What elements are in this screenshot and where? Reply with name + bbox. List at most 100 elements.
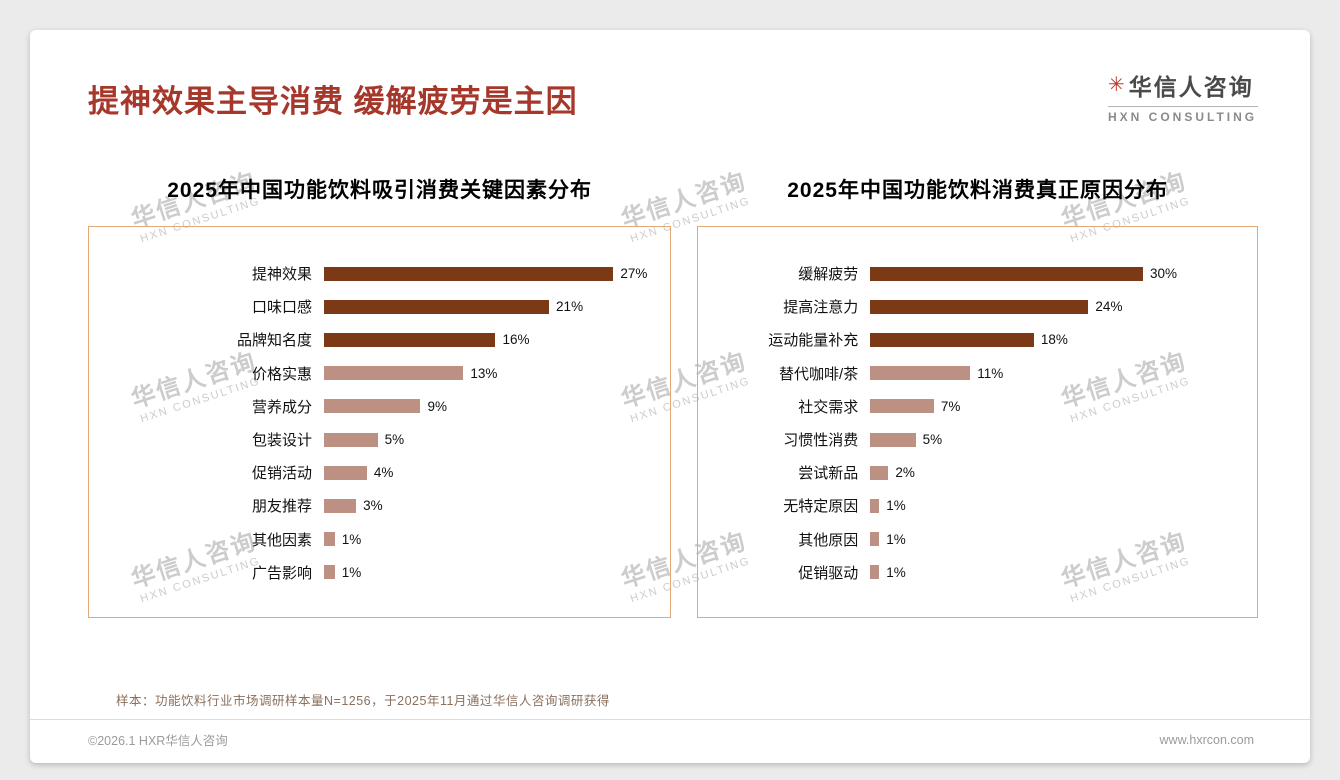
bar-row: 提高注意力 24%: [698, 290, 1243, 323]
bar: [870, 532, 880, 547]
bar-value-label: 11%: [977, 365, 1004, 381]
bar-category-label: 提高注意力: [783, 299, 859, 317]
chart-panel-right: 缓解疲劳 30% 提高注意力 24% 运动能量补充 18% 替代咖啡/茶 11% 社交需求 7% 习…: [697, 226, 1258, 618]
chart-title-right: 2025年中国功能饮料消费真正原因分布: [787, 179, 1168, 202]
bar-track: 1%: [870, 498, 1243, 514]
bar-category-label: 其他原因: [798, 531, 859, 549]
bar-row: 习惯性消费 5%: [698, 423, 1243, 456]
sample-footnote: 样本：功能饮料行业市场调研样本量N=1256，于2025年11月通过华信人咨询调…: [116, 694, 610, 708]
bar: [324, 432, 378, 447]
bar-track: 24%: [870, 299, 1243, 315]
bar-value-label: 2%: [895, 465, 915, 481]
logo-name: 华信人咨询: [1128, 74, 1254, 100]
bar-value-label: 18%: [1040, 332, 1068, 348]
bar-row: 营养成分 9%: [89, 390, 656, 423]
bar-track: 18%: [870, 332, 1243, 348]
bar-category-label: 替代咖啡/茶: [779, 365, 859, 383]
bar: [324, 266, 614, 281]
bar: [324, 532, 335, 547]
bar-category-label: 运动能量补充: [768, 332, 859, 350]
bar-value-label: 1%: [886, 564, 906, 580]
logo-subtitle: HXN CONSULTING: [1108, 110, 1258, 124]
bar: [324, 399, 421, 414]
bar-category-label: 包装设计: [251, 432, 312, 450]
bar-track: 1%: [870, 531, 1243, 547]
page-title: 提神效果主导消费 缓解疲劳是主因: [88, 84, 578, 119]
bar-value-label: 9%: [427, 398, 447, 414]
bar-track: 16%: [324, 332, 656, 347]
bar-category-label: 朋友推荐: [251, 498, 312, 516]
bar-track: 13%: [324, 365, 656, 381]
logo-asterisk-icon: ✳: [1108, 74, 1125, 96]
bar-track: 1%: [870, 564, 1243, 580]
bar-row: 其他因素 1%: [89, 523, 656, 556]
logo-divider: [1108, 106, 1258, 107]
bar-category-label: 品牌知名度: [236, 332, 312, 350]
bar-category-label: 促销驱动: [798, 564, 859, 582]
bar-value-label: 1%: [886, 531, 906, 547]
slide-content: 提神效果主导消费 缓解疲劳是主因 ✳ 华信人咨询 HXN CONSULTING …: [30, 30, 1310, 763]
slide-bottom: 样本：功能饮料行业市场调研样本量N=1256，于2025年11月通过华信人咨询调…: [30, 690, 1310, 763]
bar-row: 朋友推荐 3%: [89, 489, 656, 522]
bar-track: 1%: [324, 532, 656, 547]
footer-divider: [30, 719, 1310, 720]
bar-track: 1%: [324, 564, 656, 580]
bar-track: 7%: [870, 399, 1243, 414]
bar-category-label: 社交需求: [798, 398, 859, 416]
bar-track: 9%: [324, 398, 656, 414]
bar-track: 3%: [324, 498, 656, 513]
bar-value-label: 4%: [373, 465, 394, 481]
bar: [324, 565, 335, 580]
bar-row: 品牌知名度 16%: [89, 323, 656, 356]
bar: [870, 266, 1143, 281]
bar: [324, 498, 357, 513]
bar: [870, 366, 971, 381]
slide-card: 华信人咨询 HXN CONSULTING 华信人咨询 HXN CONSULTING 华信…: [30, 30, 1310, 763]
bar-value-label: 24%: [1095, 299, 1123, 315]
bar: [870, 565, 880, 580]
bar: [324, 299, 550, 314]
bar-category-label: 口味口感: [251, 299, 312, 317]
bar-value-label: 21%: [556, 299, 584, 315]
bar-category-label: 广告影响: [251, 564, 312, 582]
bar-value-label: 27%: [620, 266, 648, 282]
bar-category-label: 无特定原因: [783, 498, 859, 516]
bar: [870, 498, 880, 513]
bar: [870, 332, 1034, 347]
bar: [870, 399, 934, 414]
charts-row: 2025年中国功能饮料吸引消费关键因素分布 提神效果 27% 口味口感 21% 品牌知名…: [88, 174, 1258, 618]
bar-track: 21%: [324, 299, 656, 315]
bar-row: 替代咖啡/茶 11%: [698, 357, 1243, 390]
bar: [324, 366, 464, 381]
bar-row: 提神效果 27%: [89, 257, 656, 290]
company-logo: ✳ 华信人咨询 HXN CONSULTING: [1108, 68, 1258, 124]
footer-row: ©2026.1 HXR华信人咨询 www.hxrcon.com: [30, 720, 1310, 763]
bar-row: 运动能量补充 18%: [698, 323, 1243, 356]
bar-track: 4%: [324, 465, 656, 481]
bar-category-label: 提神效果: [251, 266, 312, 284]
bar: [870, 465, 889, 480]
bar-row: 促销活动 4%: [89, 456, 656, 489]
bar-row: 价格实惠 13%: [89, 357, 656, 390]
bar-row: 口味口感 21%: [89, 290, 656, 323]
bar-track: 2%: [870, 465, 1243, 481]
website-url: www.hxrcon.com: [1159, 732, 1254, 747]
bar-category-label: 价格实惠: [251, 365, 312, 383]
bar-value-label: 1%: [886, 498, 906, 514]
bar-value-label: 5%: [922, 432, 943, 448]
bar-category-label: 促销活动: [251, 465, 312, 483]
bar: [324, 465, 367, 480]
bar-value-label: 30%: [1149, 266, 1178, 282]
bar-category-label: 缓解疲劳: [798, 266, 859, 284]
bar-value-label: 1%: [341, 564, 362, 580]
bar-track: 11%: [870, 365, 1243, 381]
bar: [870, 299, 1089, 314]
chart-column-left: 2025年中国功能饮料吸引消费关键因素分布 提神效果 27% 口味口感 21% 品牌知名…: [88, 174, 672, 618]
bar-row: 广告影响 1%: [89, 556, 656, 589]
copyright-text: ©2026.1 HXR华信人咨询: [88, 734, 228, 748]
bar-value-label: 5%: [384, 432, 405, 448]
bar-track: 27%: [324, 266, 656, 282]
bar-row: 包装设计 5%: [89, 423, 656, 456]
bar-value-label: 13%: [470, 365, 498, 381]
